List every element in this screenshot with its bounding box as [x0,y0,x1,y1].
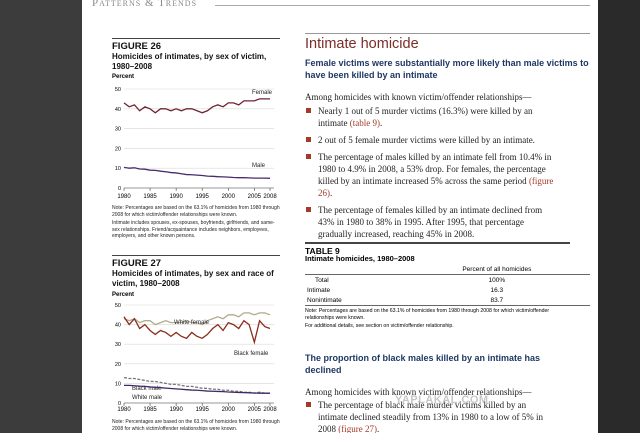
y-tick-label: 30 [115,127,121,133]
series-label: White male [132,395,163,401]
column-header: Percent of all homicides [462,265,532,273]
x-tick-label: 1990 [169,407,183,413]
figure-notes: Note: Percentages are based on the 63.1%… [112,205,280,242]
section-heading: The proportion of black males killed by … [305,353,541,375]
y-tick-label: 40 [115,107,121,113]
figure-chart: Percent 0 10 20 30 40 50 1980 1985 1990 1995 2000 20… [112,74,277,200]
bullet: The percentage of females killed by an i… [305,204,555,240]
article-title: Intimate homicide [305,33,590,52]
intro: Among homicides with known victim/offend… [305,387,532,397]
cell: Total [315,276,329,284]
series-label: Black male [132,386,162,392]
bullet-text: . [379,118,383,128]
x-tick-label: 2008 [263,194,277,200]
bullet-text: . [376,424,380,433]
y-tick-label: 0 [118,186,121,192]
bullet-text: . [330,188,333,198]
bullet-text: Nearly 1 out of 5 murder victims (16.3%)… [318,106,533,128]
y-tick-label: 50 [115,87,121,93]
watermark: YAPLAKAL.COM [395,394,489,406]
article-subtitle: Female victims were substantially more l… [305,58,589,80]
note: Note: Percentages are based on the 63.1%… [112,419,280,432]
table-title: Intimate homicides, 1980–2008 [305,254,415,263]
series-label: White female [174,320,210,326]
x-tick-label: 2000 [222,407,236,413]
cell: 16.3 [490,286,504,294]
figure-label: FIGURE 26 [112,38,280,52]
y-tick-label: 40 [115,323,121,329]
note: Note: Percentages are based on the 63.1%… [305,308,550,321]
y-tick-label: 0 [118,401,121,407]
table-notes: Note: Percentages are based on the 63.1%… [305,308,570,332]
y-tick-label: 20 [115,362,121,368]
bullet-text: The percentage of black male murder vict… [318,400,543,433]
x-tick-label: 2008 [263,407,277,413]
series-line [124,384,270,394]
bullet: 2 out of 5 female murder victims were ki… [305,134,555,146]
series-line [123,166,271,179]
section-header: Patterns & Trends [92,0,198,9]
cross-reference: (table 9) [349,118,380,128]
bullet: Nearly 1 out of 5 murder victims (16.3%)… [305,105,555,129]
cell: Intimate [307,286,331,294]
cell: 100% [488,276,506,284]
y-tick-label: 20 [115,146,121,152]
bullet: The percentage of black male murder vict… [305,399,555,433]
x-tick-label: 2000 [222,194,236,200]
bullet: The percentage of males killed by an int… [305,151,555,199]
x-tick-label: 1995 [196,194,210,200]
bullet-text: 2 out of 5 female murder victims were ki… [318,135,535,145]
series-label: Female [252,90,273,96]
document-page: Patterns & Trends FIGURE 26 Homicides of… [82,0,598,433]
x-tick-label: 1980 [117,407,131,413]
series-line [123,98,270,114]
y-tick-label: 10 [115,381,121,387]
cell: 83.7 [490,296,504,304]
cross-reference: (figure 26) [318,176,554,198]
x-tick-label: 2005 [248,407,262,413]
figure-title: Homicides of intimates, by sex of victim… [112,52,267,71]
bullet-list: The percentage of black male murder vict… [305,399,555,433]
bullet-list: Nearly 1 out of 5 murder victims (16.3%)… [305,105,555,245]
intro: Among homicides with known victim/offend… [305,92,532,102]
note: Note: Percentages are based on the 63.1%… [112,205,280,218]
figure-notes: Note: Percentages are based on the 63.1%… [112,419,280,433]
series-line [123,312,271,326]
bullet-text: The percentage of males killed by an int… [318,152,552,186]
table: Percent of all homicides Total 100% Intim… [305,264,590,306]
y-tick-label: 10 [115,166,121,172]
axis-label: Percent [112,292,134,298]
figure-label: FIGURE 27 [112,255,280,269]
series-label: Male [252,163,266,169]
note: Intimate includes spouses, ex-spouses, b… [112,220,275,239]
header-rule [215,5,590,6]
series-line [123,316,271,345]
viewer-margin [598,0,640,433]
figure-title: Homicides of intimates, by sex and race … [112,269,274,288]
x-tick-label: 1985 [143,407,157,413]
y-tick-label: 50 [115,303,121,309]
figure-chart: Percent 0 10 20 30 40 50 1980 1985 1990 1995 2000 20… [112,292,277,413]
axis-label: Percent [112,74,134,80]
x-tick-label: 1995 [196,407,210,413]
bullet-text: The percentage of females killed by an i… [318,205,543,239]
note: For additional details, see section on v… [305,323,454,329]
x-tick-label: 1990 [169,194,183,200]
cell: Nonintimate [307,296,342,304]
series-label: Black female [234,351,269,357]
x-tick-label: 2005 [248,194,262,200]
cross-reference: (figure 27) [338,424,377,433]
x-tick-label: 1985 [143,194,157,200]
table-label: TABLE 9 [305,242,570,256]
x-tick-label: 1980 [117,194,131,200]
y-tick-label: 30 [115,342,121,348]
